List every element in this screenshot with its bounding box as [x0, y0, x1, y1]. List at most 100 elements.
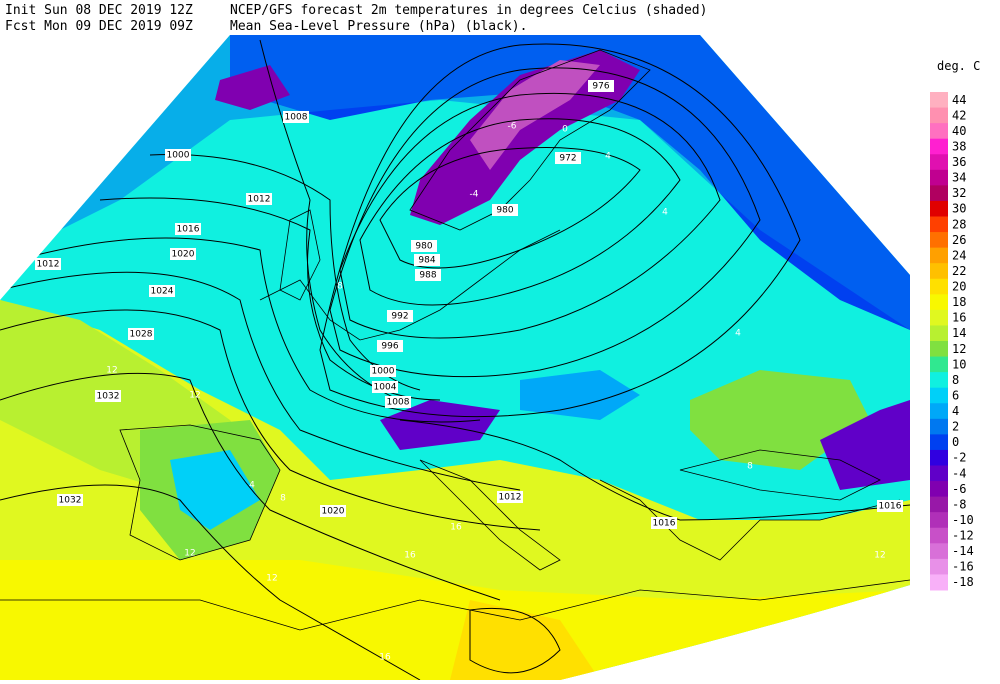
isobar-label: 1004 [374, 383, 397, 393]
isobar-label: 1020 [172, 250, 195, 260]
isobar-label: 1012 [248, 195, 271, 205]
temperature-label: 4 [735, 329, 741, 339]
isobar-label: 1032 [59, 496, 82, 506]
colorbar-swatch [930, 325, 948, 342]
colorbar-label: 40 [952, 124, 966, 138]
colorbar-label: 36 [952, 155, 966, 169]
isobar-label: 1008 [387, 398, 410, 408]
colorbar-label: 16 [952, 311, 966, 325]
isobar-label-box [372, 381, 398, 393]
colorbar-label: -2 [952, 451, 966, 465]
isobar-label-box [877, 500, 903, 512]
colorbar-label: 10 [952, 357, 966, 371]
colorbar-swatch [930, 154, 948, 171]
isobar-label-box [128, 328, 154, 340]
isobar-label-box [165, 149, 191, 161]
colorbar-label: 28 [952, 217, 966, 231]
isobar-label-box [170, 248, 196, 260]
isobar-label-box [35, 258, 61, 270]
colorbar-label: 42 [952, 108, 966, 122]
isobar-label: 1012 [37, 260, 60, 270]
colorbar-swatch [930, 107, 948, 124]
colorbar-label: 4 [952, 404, 959, 418]
colorbar-label: 20 [952, 280, 966, 294]
colorbar-swatch [930, 481, 948, 498]
isobar-label-box [246, 193, 272, 205]
isobar-label-box [411, 240, 437, 252]
colorbar-swatch [930, 169, 948, 186]
isobar-label: 976 [592, 82, 609, 92]
isobar-label-box [492, 204, 518, 216]
isobar-label-box [95, 390, 121, 402]
colorbar-swatch [930, 294, 948, 311]
colorbar-swatch [930, 341, 948, 358]
colorbar-swatch [930, 496, 948, 513]
colorbar-label: 24 [952, 248, 966, 262]
isobar-label: 984 [418, 256, 435, 266]
colorbar-swatch [930, 309, 948, 326]
isobar-label-box [588, 80, 614, 92]
colorbar-label: -6 [952, 482, 966, 496]
isobar-label-box [320, 505, 346, 517]
colorbar-swatch [930, 247, 948, 264]
isobar-label-box [414, 254, 440, 266]
isobar-label: 1016 [653, 519, 676, 529]
temperature-label: 16 [450, 523, 462, 533]
colorbar-label: 44 [952, 93, 966, 107]
isobar-label-box [283, 111, 309, 123]
isobar-label-box [651, 517, 677, 529]
temperature-label: 12 [266, 574, 277, 584]
isobar-label-box [370, 365, 396, 377]
colorbar-swatch [930, 543, 948, 560]
colorbar-label: 6 [952, 388, 959, 402]
colorbar-swatch [930, 200, 948, 217]
isobar-label: 1032 [97, 392, 120, 402]
colorbar-label: 34 [952, 171, 966, 185]
colorbar-swatch [930, 465, 948, 482]
isobar-label-box [385, 396, 411, 408]
isobars [0, 39, 910, 680]
isobar-label: 1012 [499, 493, 522, 503]
colorbar: 4442403836343230282624222018161412108642… [930, 92, 974, 591]
temperature-label: 0 [562, 125, 568, 135]
temperature-label: 16 [404, 551, 416, 561]
isobar-label: 1016 [177, 225, 200, 235]
isobar-label: 972 [559, 154, 576, 164]
isobar-label-box [415, 269, 441, 281]
temperature-label: 8 [337, 282, 343, 292]
colorbar-swatch [930, 356, 948, 373]
colorbar-swatch [930, 418, 948, 435]
colorbar-label: -4 [952, 466, 966, 480]
isobar-label: 1008 [285, 113, 308, 123]
isobar-label: 1000 [167, 151, 190, 161]
temperature-label: 8 [280, 494, 286, 504]
colorbar-swatch [930, 387, 948, 404]
colorbar-label: -10 [952, 513, 974, 527]
colorbar-label: 8 [952, 373, 959, 387]
colorbar-label: -12 [952, 529, 974, 543]
isobar-label: 980 [496, 206, 513, 216]
isobar-label: 1000 [372, 367, 395, 377]
colorbar-label: -18 [952, 575, 974, 589]
temperature-label: 16 [379, 653, 391, 663]
colorbar-swatch [930, 527, 948, 544]
temperature-label: 12 [184, 549, 195, 559]
colorbar-label: 38 [952, 139, 966, 153]
colorbar-unit: deg. C [937, 59, 980, 73]
forecast-time: Fcst Mon 09 DEC 2019 09Z [5, 19, 193, 34]
isobar-label: 988 [419, 271, 436, 281]
subtitle: Mean Sea-Level Pressure (hPa) (black). [230, 19, 527, 34]
isobar-label: 1016 [879, 502, 902, 512]
colorbar-swatch [930, 434, 948, 451]
isobar-label: 1024 [151, 287, 174, 297]
temperature-label: -4 [470, 190, 479, 200]
colorbar-label: -8 [952, 497, 966, 511]
colorbar-label: 22 [952, 264, 966, 278]
colorbar-swatch [930, 216, 948, 233]
colorbar-swatch [930, 123, 948, 140]
colorbar-label: 18 [952, 295, 966, 309]
colorbar-label: 26 [952, 233, 966, 247]
colorbar-swatch [930, 403, 948, 420]
init-time: Init Sun 08 DEC 2019 12Z [5, 3, 193, 18]
